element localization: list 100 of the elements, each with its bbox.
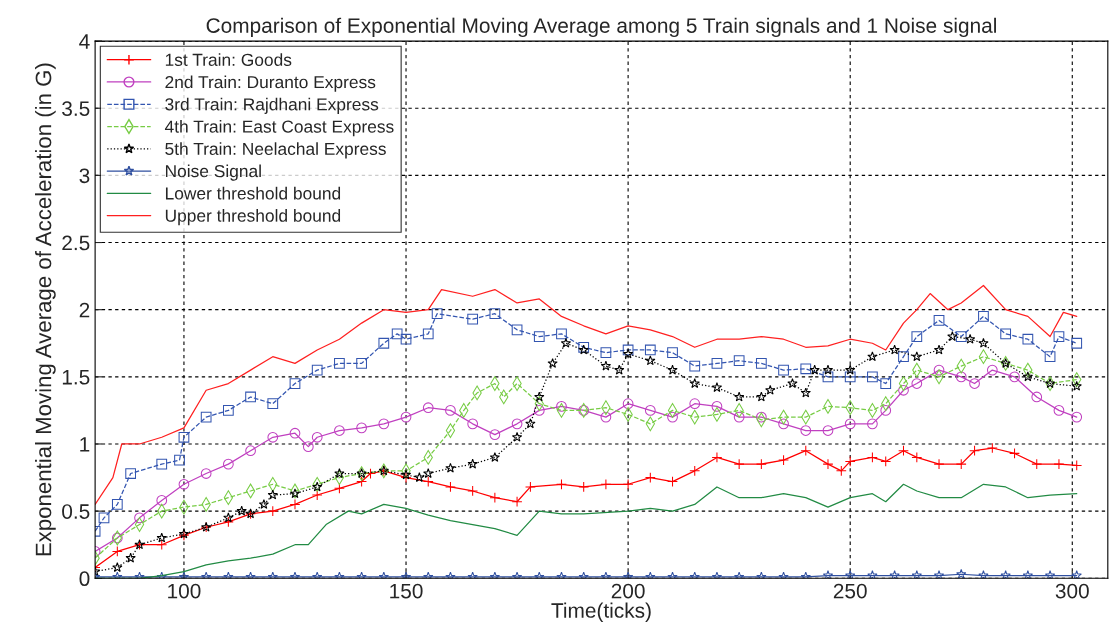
point bbox=[156, 495, 168, 506]
point bbox=[800, 425, 812, 436]
point bbox=[689, 465, 701, 477]
point bbox=[267, 398, 279, 410]
point bbox=[467, 418, 479, 430]
point bbox=[969, 445, 980, 457]
point bbox=[1022, 371, 1033, 382]
y-tick-label: 1.5 bbox=[62, 370, 90, 385]
y-tick-label: 4 bbox=[79, 34, 90, 49]
point bbox=[178, 431, 190, 443]
point bbox=[1009, 371, 1020, 383]
point bbox=[1071, 380, 1082, 391]
point bbox=[534, 571, 545, 579]
point bbox=[645, 355, 656, 366]
point bbox=[258, 499, 270, 509]
point bbox=[689, 571, 700, 579]
point bbox=[867, 452, 878, 463]
point bbox=[334, 470, 345, 485]
point bbox=[1071, 337, 1083, 349]
point bbox=[1053, 458, 1065, 470]
point bbox=[955, 331, 967, 342]
point bbox=[222, 405, 234, 416]
y-tick-label: 0.5 bbox=[62, 504, 90, 519]
point bbox=[822, 570, 834, 579]
point bbox=[1044, 351, 1056, 363]
point bbox=[756, 571, 767, 579]
point bbox=[755, 411, 767, 423]
point bbox=[267, 431, 279, 443]
point bbox=[223, 512, 234, 523]
y-axis-title: Exponential Moving Average of Acceleration (in G) bbox=[35, 63, 56, 556]
point bbox=[423, 571, 434, 579]
point bbox=[134, 512, 145, 524]
legend-label: Lower threshold bound bbox=[165, 186, 341, 200]
y-tick-label: 0 bbox=[79, 571, 90, 587]
point bbox=[600, 478, 612, 490]
point bbox=[667, 476, 678, 487]
point bbox=[733, 411, 745, 423]
point bbox=[867, 351, 878, 362]
point bbox=[756, 391, 767, 402]
point bbox=[667, 571, 678, 579]
point bbox=[400, 333, 412, 345]
point bbox=[467, 571, 478, 579]
point bbox=[933, 344, 945, 355]
point bbox=[245, 445, 256, 457]
point bbox=[898, 445, 909, 457]
point bbox=[178, 478, 190, 490]
point bbox=[134, 517, 145, 532]
point bbox=[125, 468, 137, 479]
point bbox=[978, 337, 989, 348]
point bbox=[356, 571, 367, 579]
point bbox=[156, 458, 168, 470]
point bbox=[898, 351, 909, 363]
point bbox=[334, 358, 345, 369]
point bbox=[600, 360, 612, 371]
point bbox=[911, 570, 922, 579]
point bbox=[711, 401, 723, 412]
point bbox=[822, 371, 834, 383]
point bbox=[800, 363, 812, 375]
point bbox=[622, 348, 634, 359]
point bbox=[867, 403, 878, 418]
point bbox=[755, 458, 767, 470]
point bbox=[445, 481, 456, 493]
point bbox=[431, 308, 443, 320]
y-tick-label: 3.5 bbox=[62, 101, 90, 116]
point bbox=[1031, 391, 1043, 403]
point bbox=[911, 378, 923, 389]
point bbox=[667, 364, 678, 375]
point bbox=[1000, 570, 1011, 579]
point bbox=[667, 403, 678, 418]
point bbox=[289, 378, 301, 389]
point bbox=[600, 411, 612, 423]
point bbox=[978, 311, 989, 322]
y-tick-label: 3 bbox=[79, 168, 90, 184]
point bbox=[622, 344, 634, 356]
point bbox=[1071, 570, 1082, 579]
point bbox=[711, 358, 723, 369]
point bbox=[955, 371, 967, 383]
point bbox=[334, 571, 345, 579]
point bbox=[511, 431, 523, 442]
point bbox=[1009, 448, 1020, 459]
point bbox=[845, 570, 856, 579]
point bbox=[778, 454, 789, 466]
point bbox=[645, 571, 656, 579]
point bbox=[222, 458, 234, 470]
point bbox=[578, 481, 590, 493]
y-tick-label: 2 bbox=[79, 302, 90, 318]
point bbox=[822, 425, 834, 436]
point bbox=[547, 358, 558, 368]
point bbox=[844, 371, 856, 383]
point bbox=[111, 546, 123, 557]
point bbox=[835, 465, 847, 477]
point bbox=[880, 456, 892, 467]
point bbox=[689, 378, 700, 388]
point bbox=[578, 571, 589, 579]
point bbox=[880, 378, 892, 389]
point bbox=[933, 315, 945, 326]
y-tick-label: 2.5 bbox=[62, 235, 90, 251]
point bbox=[955, 458, 967, 470]
legend-label: Noise Signal bbox=[165, 164, 261, 181]
point bbox=[378, 418, 390, 430]
